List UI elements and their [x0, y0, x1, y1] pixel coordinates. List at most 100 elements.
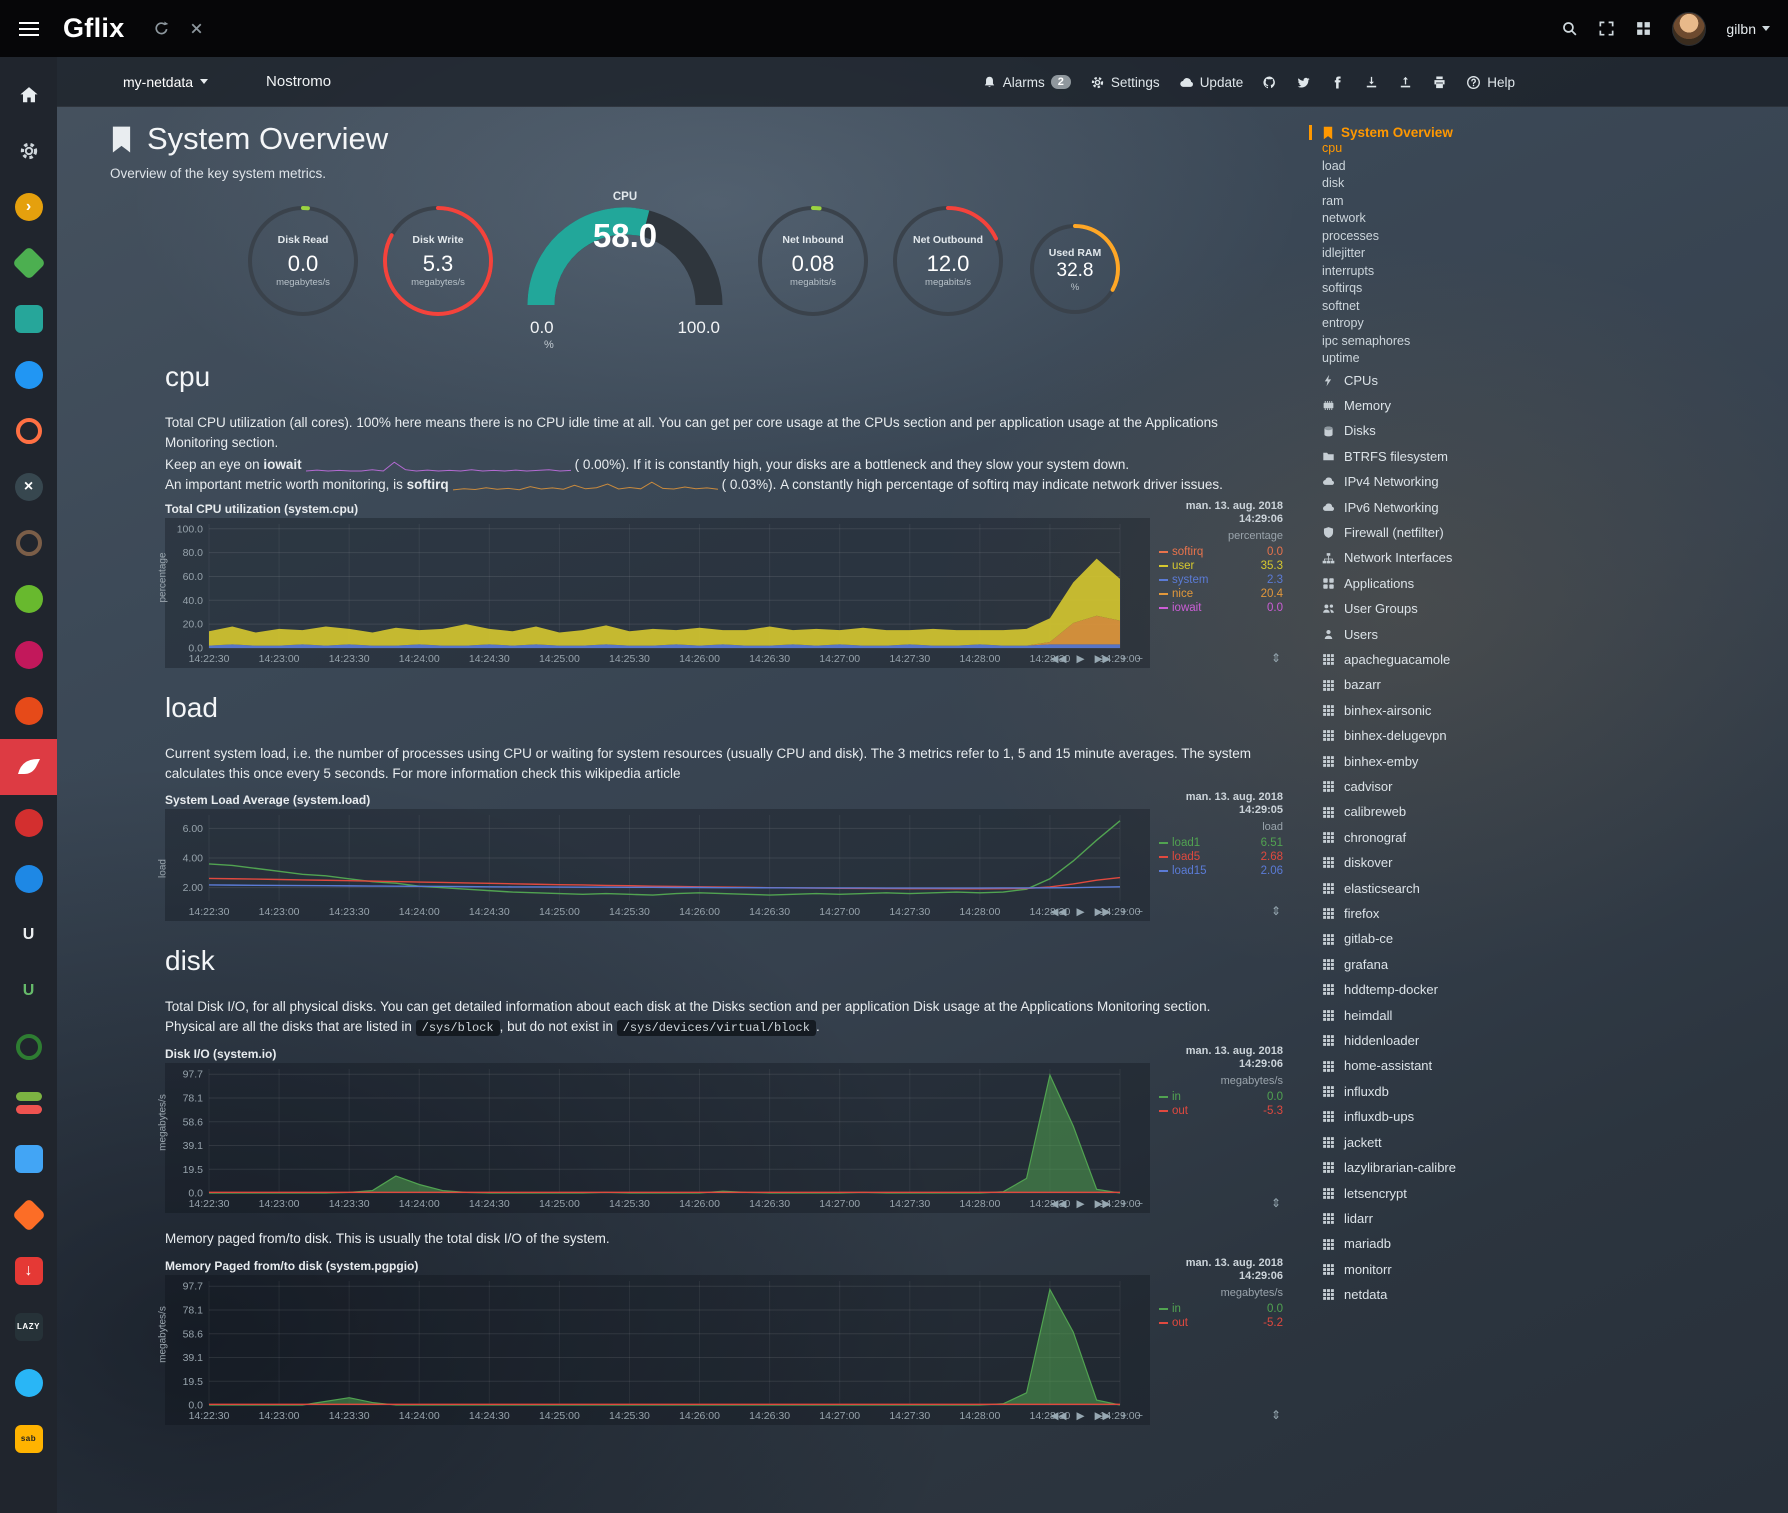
user-menu[interactable]: gilbn — [1726, 21, 1770, 37]
fullscreen-icon[interactable] — [1598, 20, 1615, 37]
toc-app-grafana[interactable]: grafana — [1309, 952, 1565, 977]
toc-app-lazylibrarian-calibre[interactable]: lazylibrarian-calibre — [1309, 1155, 1565, 1180]
app-shortcut-6-icon[interactable]: × — [0, 459, 57, 515]
app-shortcut-3-icon[interactable] — [0, 291, 57, 347]
gauge-used-ram[interactable]: Used RAM 32.8% — [1027, 221, 1123, 317]
toc-app-heimdall[interactable]: heimdall — [1309, 1003, 1565, 1028]
toc-item-network[interactable]: network — [1322, 211, 1366, 225]
gauge-disk-read[interactable]: Disk Read 0.0 megabytes/s — [245, 203, 361, 319]
pan-left-button[interactable]: ◀◀ — [1050, 1409, 1067, 1422]
toc-app-monitorr[interactable]: monitorr — [1309, 1257, 1565, 1282]
pan-right-button[interactable]: ▶▶ — [1094, 906, 1111, 919]
print-icon[interactable] — [1432, 75, 1447, 90]
toc-item-load[interactable]: load — [1322, 158, 1346, 173]
app-shortcut-12-icon[interactable] — [0, 795, 57, 851]
gauge-disk-write[interactable]: Disk Write 5.3 megabytes/s — [380, 203, 496, 319]
app-shortcut-17-icon[interactable] — [0, 1075, 57, 1131]
pan-right-button[interactable]: ▶▶ — [1094, 653, 1111, 666]
play-button[interactable]: ▶ — [1076, 653, 1085, 666]
toc-app-influxdb[interactable]: influxdb — [1309, 1079, 1565, 1104]
toc-item-entropy[interactable]: entropy — [1322, 316, 1364, 330]
zoom-out-button[interactable]: − — [1136, 1198, 1143, 1211]
app-shortcut-19-icon[interactable] — [0, 1187, 57, 1243]
toc-app-influxdb-ups[interactable]: influxdb-ups — [1309, 1104, 1565, 1129]
play-button[interactable]: ▶ — [1076, 906, 1085, 919]
load-chart[interactable]: 14:22:30 14:23:00 14:23:30 14:24:00 14:24:30… — [165, 809, 1150, 922]
toc-app-binhex-emby[interactable]: binhex-emby — [1309, 749, 1565, 774]
pan-left-button[interactable]: ◀◀ — [1050, 1198, 1067, 1211]
zoom-in-button[interactable]: + — [1120, 1409, 1127, 1422]
toc-app-home-assistant[interactable]: home-assistant — [1309, 1053, 1565, 1078]
app-shortcut-8-icon[interactable] — [0, 571, 57, 627]
resize-handle[interactable]: ⇕ — [1270, 904, 1281, 919]
resize-handle[interactable]: ⇕ — [1270, 1407, 1281, 1422]
toc-app-gitlab-ce[interactable]: gitlab-ce — [1309, 926, 1565, 951]
toc-section-network-interfaces[interactable]: Network Interfaces — [1309, 545, 1565, 570]
toc-section-applications[interactable]: Applications — [1309, 571, 1565, 596]
toc-app-mariadb[interactable]: mariadb — [1309, 1231, 1565, 1256]
app-shortcut-13-icon[interactable] — [0, 851, 57, 907]
zoom-out-button[interactable]: − — [1136, 653, 1143, 666]
zoom-out-button[interactable]: − — [1136, 906, 1143, 919]
legend-load1[interactable]: load1 6.51 — [1159, 836, 1283, 850]
toc-app-jackett[interactable]: jackett — [1309, 1130, 1565, 1155]
pan-right-button[interactable]: ▶▶ — [1094, 1409, 1111, 1422]
toc-item-idlejitter[interactable]: idlejitter — [1322, 246, 1366, 260]
toc-app-netdata[interactable]: netdata — [1309, 1282, 1565, 1307]
app-shortcut-16-icon[interactable] — [0, 1019, 57, 1075]
legend-system[interactable]: system 2.3 — [1159, 573, 1283, 587]
toc-item-softnet[interactable]: softnet — [1322, 298, 1360, 313]
toc-app-calibreweb[interactable]: calibreweb — [1309, 799, 1565, 824]
toc-item-ipc-semaphores[interactable]: ipc semaphores — [1322, 333, 1411, 348]
host-dropdown[interactable]: my-netdata — [123, 74, 209, 90]
app-shortcut-10-icon[interactable] — [0, 683, 57, 739]
help-button[interactable]: Help — [1466, 75, 1515, 90]
toc-app-bazarr[interactable]: bazarr — [1309, 672, 1565, 697]
twitter-icon[interactable] — [1296, 75, 1311, 90]
gauge-net-outbound[interactable]: Net Outbound 12.0 megabits/s — [890, 203, 1006, 319]
app-shortcut-20-icon[interactable]: ↓ — [0, 1243, 57, 1299]
zoom-out-button[interactable]: − — [1136, 1409, 1143, 1422]
home-icon[interactable] — [0, 67, 57, 123]
toc-item-softirqs[interactable]: softirqs — [1322, 281, 1363, 295]
app-shortcut-9-icon[interactable] — [0, 627, 57, 683]
toc-app-elasticsearch[interactable]: elasticsearch — [1309, 876, 1565, 901]
search-icon[interactable] — [1561, 20, 1578, 37]
toc-section-btrfs-filesystem[interactable]: BTRFS filesystem — [1309, 444, 1565, 469]
alarms-button[interactable]: Alarms 2 — [982, 75, 1071, 90]
legend-out[interactable]: out -5.2 — [1159, 1316, 1283, 1330]
play-button[interactable]: ▶ — [1076, 1198, 1085, 1211]
toc-item-uptime[interactable]: uptime — [1322, 351, 1360, 365]
app-shortcut-2-icon[interactable] — [0, 235, 57, 291]
zoom-in-button[interactable]: + — [1120, 906, 1127, 919]
toc-section-user-groups[interactable]: User Groups — [1309, 596, 1565, 621]
hamburger-menu-icon[interactable] — [0, 0, 57, 57]
toc-item-interrupts[interactable]: interrupts — [1322, 263, 1375, 278]
pan-left-button[interactable]: ◀◀ — [1050, 906, 1067, 919]
gauge-net-inbound[interactable]: Net Inbound 0.08 megabits/s — [755, 203, 871, 319]
toc-section-ipv6-networking[interactable]: IPv6 Networking — [1309, 495, 1565, 520]
zoom-in-button[interactable]: + — [1120, 1198, 1127, 1211]
legend-user[interactable]: user 35.3 — [1159, 559, 1283, 573]
memory-paged-chart[interactable]: 14:22:30 14:23:00 14:23:30 14:24:00 14:24:30… — [165, 1274, 1150, 1425]
disk-io-chart[interactable]: 14:22:30 14:23:00 14:23:30 14:24:00 14:24:30… — [165, 1063, 1150, 1214]
import-icon[interactable] — [1364, 75, 1379, 90]
settings-gear-icon[interactable] — [0, 123, 57, 179]
resize-handle[interactable]: ⇕ — [1270, 1196, 1281, 1211]
toc-app-chronograf[interactable]: chronograf — [1309, 825, 1565, 850]
toc-section-users[interactable]: Users — [1309, 622, 1565, 647]
legend-in[interactable]: in 0.0 — [1159, 1302, 1283, 1316]
toc-app-hddtemp-docker[interactable]: hddtemp-docker — [1309, 977, 1565, 1002]
app-shortcut-21-icon[interactable]: LAZY — [0, 1299, 57, 1355]
app-shortcut-7-icon[interactable] — [0, 515, 57, 571]
pan-right-button[interactable]: ▶▶ — [1094, 1198, 1111, 1211]
toc-app-lidarr[interactable]: lidarr — [1309, 1206, 1565, 1231]
legend-in[interactable]: in 0.0 — [1159, 1090, 1283, 1104]
pan-left-button[interactable]: ◀◀ — [1050, 653, 1067, 666]
toc-section-cpus[interactable]: CPUs — [1309, 368, 1565, 393]
toc-item-ram[interactable]: ram — [1322, 193, 1344, 208]
update-button[interactable]: Update — [1179, 75, 1243, 90]
cpu-chart[interactable]: 14:22:30 14:23:00 14:23:30 14:24:00 14:24:30… — [165, 518, 1150, 669]
refresh-icon[interactable] — [153, 20, 170, 37]
apps-grid-icon[interactable] — [1635, 20, 1652, 37]
